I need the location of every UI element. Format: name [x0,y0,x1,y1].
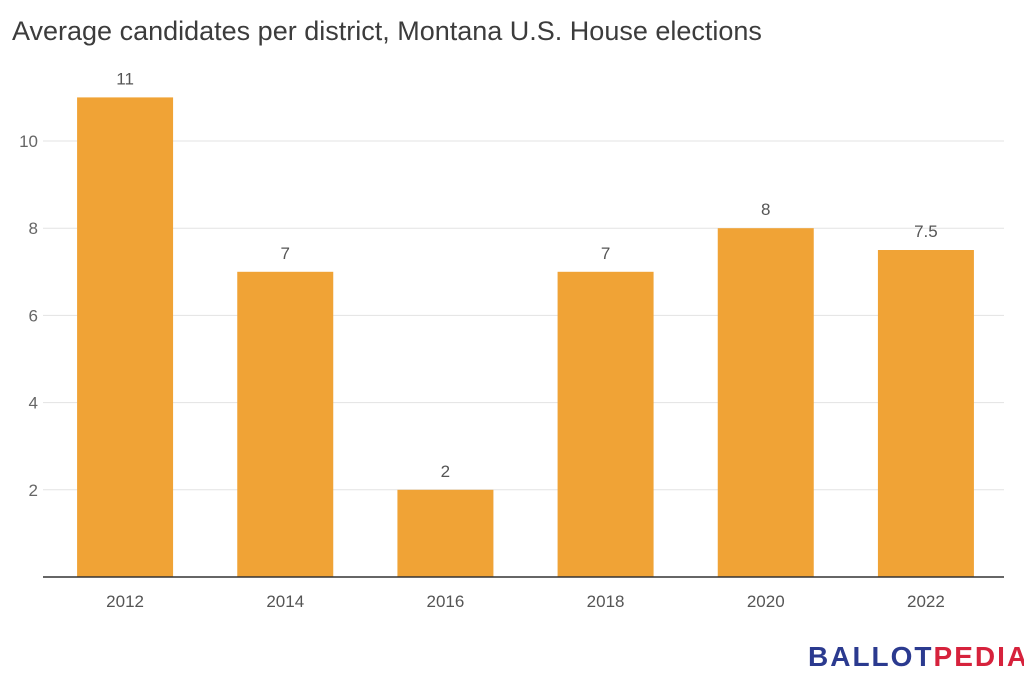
x-tick-label: 2012 [106,592,144,611]
data-label: 2 [441,462,450,481]
bar [557,271,654,577]
logo-part-ballot: BALLOT [808,641,934,672]
data-label: 8 [761,200,770,219]
data-label: 11 [116,69,134,88]
y-tick-label: 10 [19,132,38,151]
x-tick-label: 2022 [907,592,945,611]
bar [397,489,494,577]
x-tick-label: 2016 [427,592,465,611]
bar [877,250,974,577]
bar [77,97,174,578]
logo-part-pedia: PEDIA [933,641,1024,672]
chart-title: Average candidates per district, Montana… [12,16,762,46]
y-tick-label: 4 [29,394,38,413]
y-tick-label: 2 [29,481,38,500]
data-label: 7 [601,244,610,263]
data-label: 7 [281,244,290,263]
y-tick-label: 6 [29,306,38,325]
x-tick-label: 2014 [266,592,304,611]
bar [237,271,334,577]
y-tick-label: 8 [29,219,38,238]
data-label: 7.5 [914,222,938,241]
x-tick-label: 2020 [747,592,785,611]
ballotpedia-logo: BALLOTPEDIA [808,641,1024,673]
x-tick-label: 2018 [587,592,625,611]
bar [717,228,814,577]
